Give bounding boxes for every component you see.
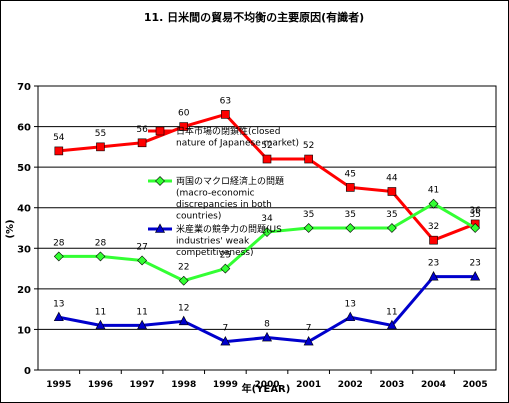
- data-point: [428, 271, 439, 281]
- data-point: [53, 251, 64, 262]
- data-point: [428, 198, 439, 209]
- data-label: 11: [386, 307, 397, 317]
- data-label: 63: [220, 96, 231, 106]
- data-label: 60: [178, 109, 190, 119]
- data-point: [386, 319, 397, 330]
- data-point: [53, 311, 64, 322]
- data-point: [137, 138, 147, 148]
- data-point: [96, 142, 105, 152]
- data-point: [470, 271, 481, 281]
- data-point: [262, 331, 272, 342]
- chart-title: 11. 日米間の貿易不均衡の主要原因(有識者): [144, 10, 364, 24]
- data-point: [262, 227, 272, 237]
- data-point: [220, 263, 231, 274]
- data-point: [345, 183, 355, 192]
- y-axis-label: (%): [5, 219, 16, 238]
- y-tick-label: 20: [17, 285, 31, 296]
- x-tick-label: 2000: [254, 380, 279, 390]
- data-point: [345, 311, 356, 322]
- data-point: [54, 146, 64, 156]
- data-label: 28: [53, 238, 65, 248]
- data-label: 11: [95, 307, 106, 317]
- y-tick-label: 60: [17, 123, 31, 134]
- data-label: 23: [469, 259, 480, 269]
- data-point: [137, 319, 148, 330]
- data-point: [155, 126, 165, 136]
- data-label: 54: [53, 133, 65, 143]
- data-point: [262, 154, 272, 164]
- data-label: 35: [469, 210, 480, 220]
- data-point: [386, 223, 397, 233]
- data-label: 13: [345, 299, 356, 309]
- x-tick-label: 2001: [296, 380, 321, 390]
- data-label: 7: [222, 324, 228, 334]
- data-point: [155, 223, 165, 233]
- data-point: [345, 223, 356, 233]
- y-tick-label: 70: [17, 82, 31, 93]
- x-tick-label: 1998: [171, 380, 196, 390]
- data-label: 7: [306, 324, 312, 334]
- data-label: 52: [303, 141, 314, 151]
- data-point: [303, 223, 314, 233]
- legend-label: 両国のマクロ経済上の問題(macro-economic discrepancies…: [176, 175, 284, 222]
- data-point: [220, 335, 231, 346]
- data-label: 44: [386, 173, 398, 183]
- data-label: 27: [136, 242, 147, 252]
- data-label: 34: [261, 214, 273, 224]
- data-point: [95, 319, 106, 330]
- y-tick-label: 0: [24, 366, 31, 377]
- data-label: 41: [428, 186, 439, 196]
- legend-label: 日本市場の閉鎖性(closed nature of Japanese market…: [176, 125, 299, 149]
- x-tick-label: 2004: [421, 380, 446, 390]
- data-label: 52: [261, 141, 272, 151]
- data-label: 35: [386, 210, 397, 220]
- data-label: 11: [136, 307, 147, 317]
- x-tick-label: 1997: [130, 380, 155, 390]
- data-label: 23: [428, 259, 439, 269]
- data-point: [304, 154, 313, 164]
- x-tick-label: 2003: [379, 380, 404, 390]
- data-point: [470, 223, 481, 233]
- legend-label: 米産業の競争力の問題(US industries' weak competitive…: [176, 223, 282, 258]
- data-label: 22: [178, 263, 189, 273]
- data-label: 45: [345, 169, 356, 179]
- data-label: 35: [303, 210, 314, 220]
- x-tick-label: 1995: [46, 380, 71, 390]
- data-point: [178, 315, 189, 326]
- y-tick-label: 50: [17, 163, 31, 174]
- data-label: 56: [136, 125, 148, 135]
- data-point: [137, 255, 148, 266]
- data-label: 35: [345, 210, 356, 220]
- data-point: [155, 176, 165, 186]
- data-label: 8: [264, 320, 270, 330]
- data-label: 28: [95, 238, 107, 248]
- data-point: [303, 335, 314, 346]
- x-tick-label: 2002: [338, 380, 363, 390]
- y-tick-label: 10: [17, 325, 31, 336]
- data-label: 13: [53, 299, 64, 309]
- y-tick-label: 40: [17, 204, 31, 215]
- x-tick-label: 1996: [88, 380, 113, 390]
- data-label: 36: [469, 206, 481, 216]
- data-point: [179, 122, 189, 131]
- data-label: 55: [95, 129, 106, 139]
- data-point: [429, 235, 438, 245]
- data-point: [178, 275, 189, 286]
- data-label: 25: [220, 251, 231, 261]
- data-point: [95, 251, 106, 262]
- data-label: 12: [178, 303, 189, 313]
- x-tick-label: 2005: [463, 380, 488, 390]
- y-tick-label: 30: [17, 244, 31, 255]
- x-tick-label: 1999: [213, 380, 238, 390]
- data-label: 32: [428, 222, 439, 232]
- data-point: [387, 187, 397, 196]
- x-axis-label: 年(YEAR): [242, 382, 291, 395]
- data-point: [221, 110, 230, 119]
